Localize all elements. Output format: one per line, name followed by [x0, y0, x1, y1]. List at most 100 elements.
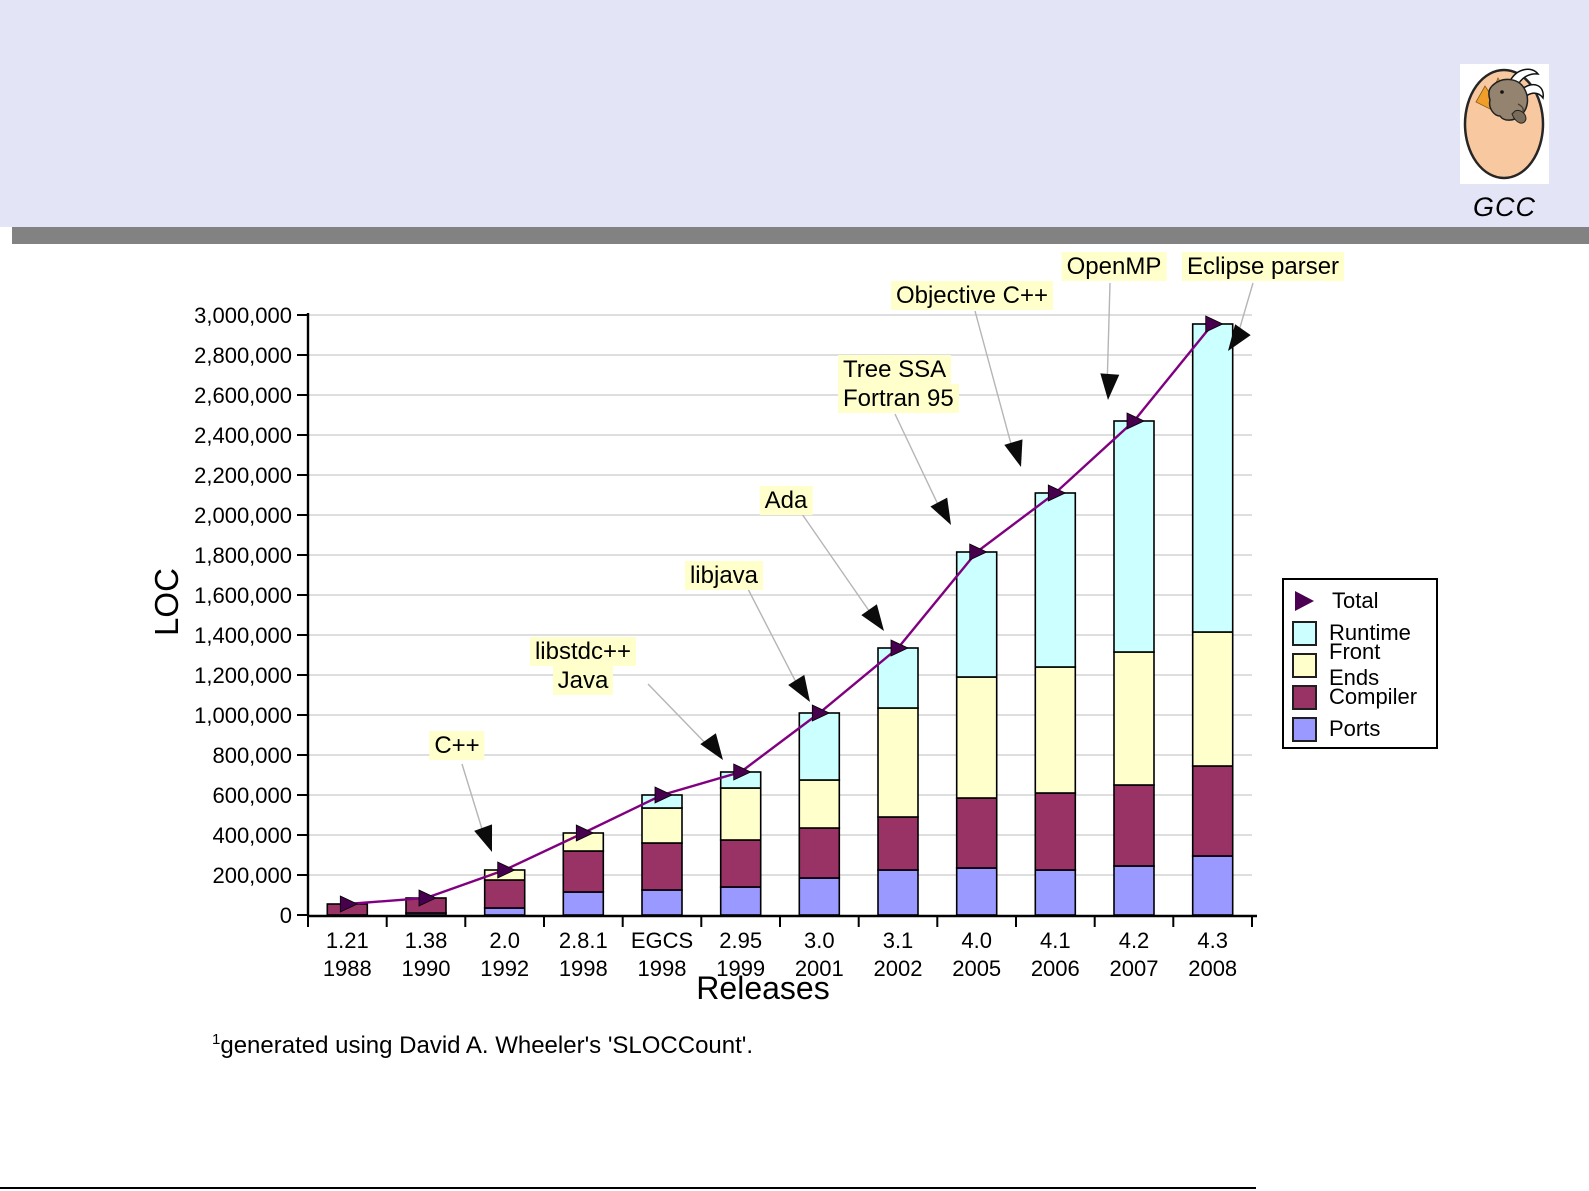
- legend-swatch-icon: [1292, 652, 1317, 678]
- gcc-logo: GCC: [1460, 64, 1549, 222]
- bar-segment-compiler: [798, 827, 841, 879]
- legend-swatch-icon: [1292, 620, 1317, 646]
- annotation-arrow-tree-ssa-fortran: [930, 497, 951, 525]
- x-tick-label-version: 1.21: [326, 928, 369, 953]
- x-tick-label-version: 4.3: [1197, 928, 1228, 953]
- y-tick-label: 1,200,000: [194, 663, 292, 688]
- total-marker: [1205, 315, 1224, 333]
- bar-segment-compiler: [1191, 765, 1234, 857]
- legend-row-ports: Ports: [1284, 713, 1436, 745]
- bar-segment-compiler: [1113, 784, 1155, 867]
- legend-label: Compiler: [1329, 684, 1418, 709]
- legend-row-compiler: Compiler: [1284, 681, 1436, 713]
- divider-bar: [12, 227, 1589, 244]
- bar-segment-front-ends: [1113, 651, 1155, 786]
- annotation-arrow-openmp: [1100, 373, 1120, 400]
- legend-label: Total: [1332, 588, 1379, 613]
- footnote-text: generated using David A. Wheeler's 'SLOC…: [220, 1032, 754, 1059]
- x-tick-label-version: 4.0: [961, 928, 992, 953]
- x-tick-label-version: 2.8.1: [559, 928, 608, 953]
- bar-segment-compiler: [877, 816, 919, 871]
- header-band: [0, 0, 1589, 227]
- annotation-leader-objective-cpp: [974, 310, 1015, 456]
- x-tick-label-version: 3.0: [804, 928, 835, 953]
- y-tick-label: 2,200,000: [194, 463, 292, 488]
- x-tick-label-year: 1998: [559, 956, 608, 981]
- total-marker: [1126, 412, 1145, 430]
- bar-segment-compiler: [1034, 792, 1077, 871]
- bar-segment-front-ends: [1034, 666, 1077, 794]
- bar-segment-ports: [1113, 865, 1155, 916]
- annotation-arrow-eclipse-parser: [1228, 324, 1251, 351]
- annotation-arrow-objective-cpp: [1004, 439, 1023, 467]
- bar-segment-ports: [1191, 855, 1234, 916]
- total-marker: [811, 704, 831, 722]
- x-tick-label-year: 2006: [1031, 956, 1080, 981]
- legend-row-front-ends: Front Ends: [1284, 639, 1436, 690]
- bar-segment-front-ends: [955, 676, 998, 799]
- bar-segment-front-ends: [877, 707, 919, 818]
- total-marker: [969, 543, 988, 561]
- y-tick-label: 1,400,000: [194, 623, 292, 648]
- x-tick-label-year: 2007: [1110, 956, 1159, 981]
- chart-legend: Total Runtime Front Ends Compiler Ports: [1282, 578, 1438, 749]
- annotation-arrow-libstdc-java: [700, 733, 723, 760]
- x-tick-label-version: 4.2: [1119, 928, 1150, 953]
- annotation-leader-libjava: [747, 588, 801, 691]
- legend-swatch-icon: [1292, 716, 1317, 742]
- x-tick-label-version: EGCS: [631, 928, 693, 953]
- footnote-superscript: 1: [212, 1031, 221, 1048]
- x-tick-label-year: 2002: [874, 956, 923, 981]
- x-tick-label-year: 2005: [952, 956, 1001, 981]
- total-marker: [418, 889, 437, 907]
- legend-marker-triangle-icon: [1295, 591, 1314, 611]
- y-tick-label: 3,000,000: [194, 303, 292, 328]
- x-tick-label-year: 1990: [402, 956, 451, 981]
- x-tick-label-year: 1998: [638, 956, 687, 981]
- annotation-leader-libstdc-java: [647, 683, 713, 751]
- bar-segment-ports: [798, 877, 841, 916]
- y-tick-label: 2,800,000: [194, 343, 292, 368]
- bottom-border-line: [0, 1187, 1256, 1189]
- total-marker: [339, 895, 359, 913]
- bar-segment-compiler: [562, 850, 605, 893]
- legend-label: Runtime: [1329, 620, 1411, 645]
- total-marker: [497, 861, 516, 879]
- bar-segment-runtime: [955, 551, 998, 678]
- bar-segment-compiler: [641, 842, 683, 891]
- x-tick-label-year: 1999: [716, 956, 765, 981]
- annotation-leader-openmp: [1106, 282, 1111, 390]
- x-tick-label-year: 1992: [480, 956, 529, 981]
- total-line: [347, 323, 1214, 906]
- x-tick-label-version: 4.1: [1040, 928, 1071, 953]
- annotation-leader-tree-ssa-fortran: [894, 413, 943, 514]
- legend-row-runtime: Runtime: [1284, 617, 1436, 649]
- annotation-arrow-cpp: [474, 824, 493, 852]
- annotation-arrow-libjava: [788, 674, 810, 702]
- total-marker: [654, 786, 673, 804]
- y-tick-label: 2,000,000: [194, 503, 292, 528]
- bar-segment-ports: [483, 907, 526, 916]
- annotation-arrow-ada: [861, 604, 884, 631]
- x-tick-label-version: 2.95: [719, 928, 762, 953]
- y-tick-label: 0: [280, 903, 292, 928]
- footnote: 1generated using David A. Wheeler's 'SLO…: [212, 1031, 753, 1060]
- bar-segment-front-ends: [719, 787, 762, 841]
- legend-label: Ports: [1329, 716, 1381, 741]
- x-tick-label-year: 1988: [323, 956, 372, 981]
- total-marker: [890, 639, 909, 657]
- y-tick-label: 1,800,000: [194, 543, 292, 568]
- y-axis-title: LOC: [148, 568, 185, 636]
- bar-segment-front-ends: [1191, 631, 1234, 767]
- bar-segment-front-ends: [798, 779, 841, 829]
- x-tick-label-year: 2008: [1188, 956, 1237, 981]
- y-tick-label: 600,000: [212, 783, 292, 808]
- total-marker: [733, 763, 752, 781]
- bar-segment-compiler: [955, 797, 998, 869]
- bar-segment-ports: [719, 886, 762, 916]
- total-marker: [575, 824, 595, 842]
- y-tick-label: 1,000,000: [194, 703, 292, 728]
- x-axis-title: Releases: [696, 970, 830, 1006]
